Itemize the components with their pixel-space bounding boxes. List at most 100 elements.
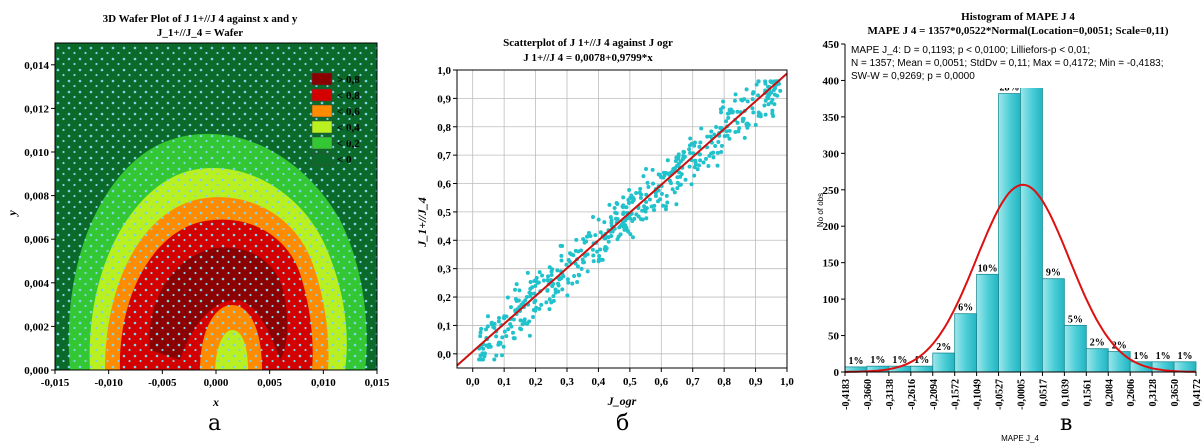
scatter-point <box>603 248 608 253</box>
hist-xtick-label: 0,0517 <box>1038 379 1049 407</box>
scatter-point <box>645 180 650 185</box>
scatter-point <box>539 302 544 307</box>
scatter-ytick-label: 0,7 <box>437 150 451 162</box>
wafer-ylabel: y <box>5 210 19 218</box>
scatter-ytick-label: 0,1 <box>437 320 451 332</box>
scatter-point <box>758 112 763 117</box>
scatter-point <box>598 230 603 235</box>
scatter-point <box>670 187 675 192</box>
hist-ytick-label: 450 <box>823 39 840 51</box>
scatter-point <box>511 317 516 322</box>
scatter-point <box>627 200 632 205</box>
histogram-bar <box>932 352 956 373</box>
scatter-point <box>595 249 600 254</box>
scatter-point <box>711 155 716 160</box>
scatter-point <box>706 164 711 169</box>
scatter-point <box>508 305 513 310</box>
wafer-xtick-label: -0,010 <box>94 377 123 389</box>
scatter-point <box>621 211 626 216</box>
scatter-point <box>711 150 716 155</box>
scatter-point <box>697 144 702 149</box>
scatter-point <box>681 149 686 154</box>
scatter-point <box>751 90 756 95</box>
scatter-point <box>479 326 484 331</box>
bar-percent-label: 1% <box>1178 351 1193 362</box>
hist-xtick-label: 0,3128 <box>1148 379 1159 407</box>
scatter-point <box>766 91 771 96</box>
scatter-point <box>719 149 724 154</box>
scatter-point <box>630 235 635 240</box>
scatter-point <box>621 222 626 227</box>
scatter-point <box>627 188 632 193</box>
scatter-point <box>745 121 750 126</box>
scatter-point <box>762 103 767 108</box>
stats-box <box>847 44 1195 88</box>
scatter-point <box>597 253 602 258</box>
scatter-point <box>603 244 608 249</box>
histogram-bar <box>976 273 999 373</box>
hist-xtick-label: 0,2606 <box>1126 379 1137 407</box>
scatter-point <box>726 115 731 120</box>
scatter-point <box>733 130 738 135</box>
scatter-point <box>630 200 635 205</box>
scatter-point <box>644 192 649 197</box>
scatter-point <box>735 109 740 114</box>
scatter-point <box>704 156 709 161</box>
hist-xtick-label: 0,2084 <box>1104 379 1115 407</box>
scatter-point <box>537 270 542 275</box>
hist-subtitle: MAPE J 4 = 1357*0,0522*Normal(Location=0… <box>867 25 1168 37</box>
scatter-point <box>672 190 677 195</box>
histogram-bar <box>910 365 934 373</box>
scatter-point <box>693 162 698 167</box>
scatter-point <box>741 116 746 121</box>
scatter-point <box>496 340 501 345</box>
scatter-point <box>613 216 618 221</box>
hist-ytick-label: 350 <box>823 112 840 124</box>
scatter-point <box>585 252 590 257</box>
scatter-point <box>591 253 596 258</box>
scatter-ytick-label: 0,6 <box>437 179 451 191</box>
scatter-point <box>624 225 629 230</box>
wafer-ytick-label: 0,014 <box>24 60 49 72</box>
scatter-point <box>756 79 761 84</box>
scatter-point <box>527 319 532 324</box>
scatter-point <box>766 96 771 101</box>
scatter-point <box>553 287 558 292</box>
scatter-point <box>763 98 768 103</box>
hist-axes: 0 50 100 150 200 250 300 350 400 450 -0,4183 -0,366… <box>823 39 1204 410</box>
scatter-point <box>559 253 564 258</box>
wafer-title: 3D Wafer Plot of J 1+//J 4 against x and… <box>103 13 298 25</box>
scatter-point <box>492 325 497 330</box>
scatter-point <box>576 249 581 254</box>
scatter-point <box>687 143 692 148</box>
scatter-point <box>653 193 658 198</box>
stats-line-2: N = 1357; Mean = 0,0051; StdDv = 0,11; M… <box>851 58 1164 69</box>
scatter-point <box>658 197 663 202</box>
scatter-point <box>586 231 591 236</box>
scatter-point <box>522 317 527 322</box>
bar-percent-label: 28% <box>1000 83 1020 94</box>
scatter-ytick-label: 0,0 <box>437 349 451 361</box>
scatter-frame <box>456 69 788 369</box>
scatter-point <box>501 344 506 349</box>
wafer-xtick-label: -0,005 <box>148 377 177 389</box>
scatter-point <box>628 232 633 237</box>
scatter-point <box>514 282 519 287</box>
scatter-point <box>708 134 713 139</box>
scatter-xtick-label: 0,6 <box>654 376 668 388</box>
legend-label: < 0,8 <box>337 90 360 102</box>
scatter-point <box>546 274 551 279</box>
scatter-xtick-label: 0,2 <box>529 376 543 388</box>
hist-ytick-label: 300 <box>823 148 840 160</box>
legend-swatch <box>311 72 333 86</box>
scatter-point <box>744 87 749 92</box>
scatter-point <box>575 279 580 284</box>
scatter-point <box>483 327 488 332</box>
scatter-point <box>596 259 601 264</box>
scatter-point <box>719 143 724 148</box>
scatter-point <box>716 139 721 144</box>
scatter-point <box>737 126 742 131</box>
scatter-point <box>638 195 643 200</box>
hist-ytick-label: 0 <box>834 367 840 379</box>
scatter-point <box>532 291 537 296</box>
